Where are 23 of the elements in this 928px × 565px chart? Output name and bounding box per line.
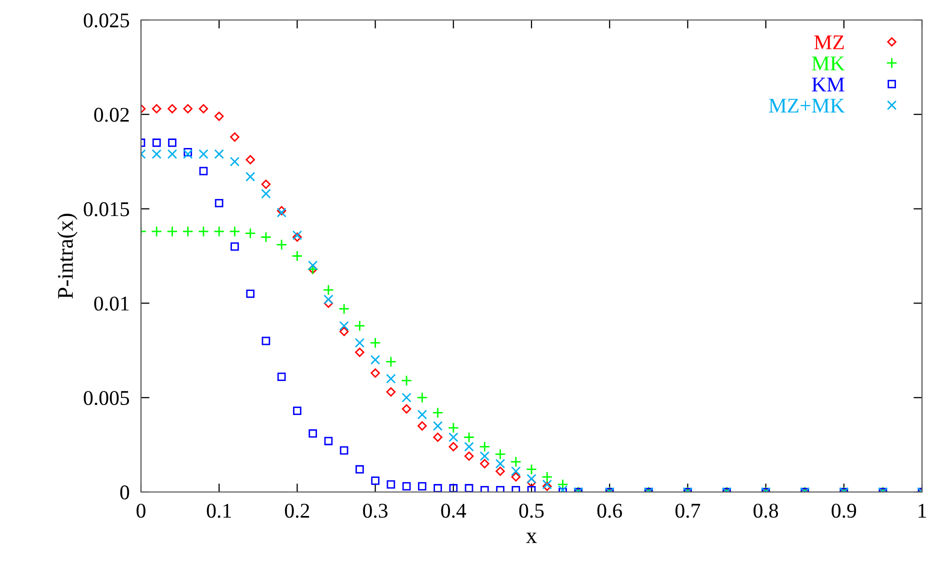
y-tick-label: 0.015 <box>84 202 130 216</box>
y-axis-title: P-intra(x) <box>57 214 78 299</box>
y-tick-label: 0.02 <box>94 108 129 122</box>
x-tick-label: 0.1 <box>206 504 231 518</box>
x-tick-label: 0.4 <box>441 504 466 518</box>
y-tick-label: 0.005 <box>84 390 130 406</box>
x-tick-label: 0.6 <box>597 504 622 518</box>
x-tick-label: 0 <box>136 504 146 518</box>
x-tick-label: 1 <box>918 504 926 518</box>
y-tick-label: 0.025 <box>84 13 130 28</box>
legend-label: MZ <box>814 36 844 50</box>
legend-label: MK <box>812 56 845 70</box>
y-tick-label: 0.01 <box>94 296 129 311</box>
x-axis-title: x <box>526 532 537 543</box>
x-tick-label: 0.2 <box>284 504 310 518</box>
x-tick-label: 0.9 <box>832 504 856 518</box>
x-tick-label: 0.8 <box>754 504 778 518</box>
y-tick-label: 0 <box>120 485 130 500</box>
x-tick-label: 0.5 <box>519 504 544 518</box>
x-tick-label: 0.3 <box>363 504 388 518</box>
legend-label: KM <box>812 78 844 92</box>
legend-label: MZ+MK <box>768 98 845 112</box>
x-tick-label: 0.7 <box>675 504 700 518</box>
